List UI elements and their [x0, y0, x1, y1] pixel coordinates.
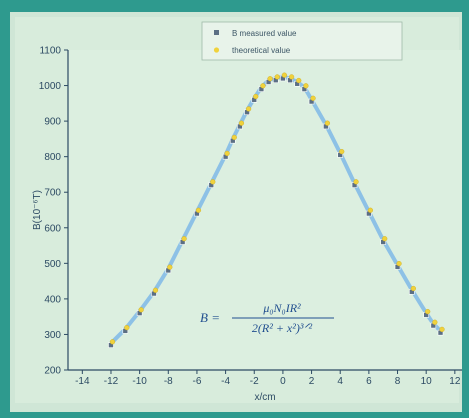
y-axis: 200 300 400 500 600 700 800 900 1000 1100: [39, 46, 69, 377]
theoretical-point: [267, 76, 273, 82]
legend: B measured value theoretical value: [201, 21, 403, 61]
x-tick-label: -6: [192, 376, 201, 387]
x-tick-label: -4: [221, 376, 230, 387]
x-tick-label: -14: [75, 376, 90, 387]
x-tick-label: 0: [280, 376, 286, 387]
y-tick: 400: [44, 294, 68, 305]
series-group: [108, 72, 445, 348]
theoretical-point: [439, 326, 445, 332]
theoretical-point: [260, 83, 266, 89]
theoretical-point: [281, 72, 288, 78]
legend-box: [201, 21, 403, 61]
y-tick-label: 300: [44, 330, 61, 341]
x-tick-label: -8: [164, 376, 173, 387]
x-tick-label: 4: [337, 376, 343, 387]
theoretical-point: [109, 339, 116, 345]
x-tick-label: -10: [132, 376, 147, 387]
theoretical-point: [245, 106, 252, 112]
x-tick-label: -12: [104, 376, 119, 387]
theoretical-point: [367, 207, 373, 213]
theoretical-point: [396, 261, 402, 267]
y-tick-label: 500: [44, 259, 61, 270]
y-tick-label: 400: [44, 294, 61, 305]
y-tick: 1000: [39, 81, 68, 92]
theoretical-point: [382, 236, 388, 242]
y-tick-label: 700: [44, 188, 61, 199]
theoretical-point: [432, 319, 438, 325]
x-tick: 10: [421, 370, 433, 387]
x-tick: -10: [132, 370, 147, 387]
theoretical-point: [238, 120, 245, 126]
formula-annotation: B = μ₀N₀IR² 2(R² + x²)³ᐟ²: [200, 301, 334, 335]
x-tick-label: 6: [366, 376, 372, 387]
theoretical-point: [224, 150, 230, 156]
theoretical-point: [339, 149, 345, 155]
y-tick: 600: [44, 223, 68, 234]
theoretical-point: [138, 307, 144, 313]
y-tick-label: 200: [44, 366, 61, 377]
x-tick: 4: [337, 370, 343, 387]
theoretical-point: [296, 77, 302, 84]
x-tick: -6: [192, 370, 202, 387]
x-tick: -2: [250, 370, 259, 387]
x-tick: 0: [280, 370, 286, 387]
y-tick: 800: [44, 152, 68, 163]
y-tick-label: 1100: [39, 46, 61, 57]
x-axis-label: x/cm: [254, 392, 275, 403]
y-tick: 200: [44, 366, 68, 377]
x-tick: 2: [309, 370, 315, 387]
x-tick-label: -2: [250, 376, 259, 387]
x-tick: 12: [449, 370, 461, 387]
theoretical-point: [410, 285, 416, 292]
y-tick-label: 800: [44, 152, 61, 163]
legend-marker-theoretical: [213, 47, 220, 53]
theoretical-point: [253, 93, 259, 100]
x-tick: -8: [164, 370, 173, 387]
x-tick: 8: [395, 370, 401, 387]
legend-label-measured: B measured value: [232, 29, 297, 38]
theoretical-point: [425, 309, 431, 315]
formula-numerator: μ₀N₀IR²: [262, 301, 301, 315]
x-tick-label: 2: [309, 376, 315, 387]
theoretical-point: [353, 179, 359, 185]
theoretical-point: [324, 120, 330, 126]
theoretical-point: [181, 236, 187, 242]
theoretical-point: [303, 83, 309, 89]
x-tick-label: 10: [421, 376, 433, 387]
x-tick: 6: [366, 370, 372, 387]
x-tick: -12: [104, 370, 119, 387]
theoretical-point: [124, 325, 130, 331]
y-tick-label: 1000: [39, 81, 62, 92]
series-theoretical: [109, 72, 445, 345]
x-tick-label: 8: [395, 376, 401, 387]
theoretical-point: [167, 264, 173, 270]
y-tick: 500: [44, 259, 68, 270]
legend-marker-measured: [214, 30, 219, 35]
theoretical-point: [288, 74, 295, 80]
theoretical-point: [310, 95, 316, 101]
y-tick: 1100: [39, 46, 68, 57]
theoretical-point: [152, 287, 159, 293]
x-tick-label: 12: [449, 376, 461, 387]
x-axis: -14 -12 -10 -8 -6 -4 -2 0 2 4 6 8 10 12: [68, 369, 462, 387]
theoretical-point: [231, 134, 237, 140]
theoretical-point: [274, 74, 280, 80]
x-tick: -14: [75, 370, 90, 387]
y-tick: 300: [44, 330, 68, 341]
formula-lhs: B =: [200, 310, 220, 325]
y-tick-label: 600: [44, 223, 61, 234]
y-tick: 700: [44, 188, 68, 199]
legend-label-theoretical: theoretical value: [232, 46, 291, 55]
y-tick-label: 900: [44, 117, 61, 128]
theoretical-point: [195, 207, 202, 213]
y-tick: 900: [44, 117, 68, 128]
theoretical-point: [210, 179, 216, 185]
x-tick: -4: [221, 370, 230, 387]
formula-denominator: 2(R² + x²)³ᐟ²: [252, 321, 313, 335]
y-axis-label: B(10⁻⁶T): [32, 190, 43, 230]
